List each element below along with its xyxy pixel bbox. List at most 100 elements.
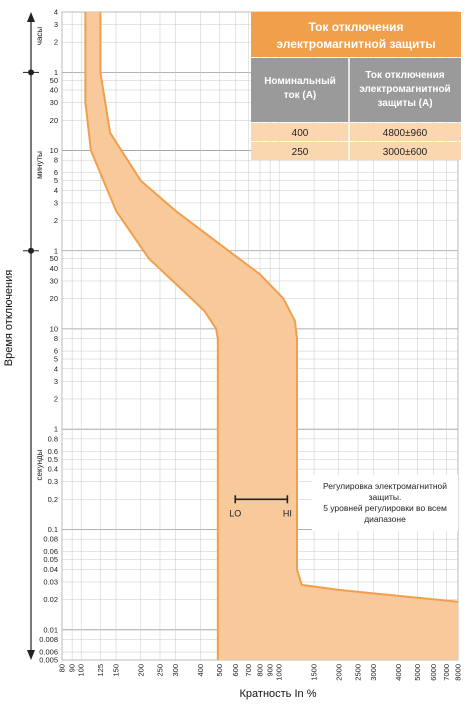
x-tick-label: 700 <box>244 664 253 677</box>
x-tick-label: 500 <box>215 664 224 677</box>
x-tick-label: 7000 <box>442 664 451 681</box>
y-tick-label: 0.1 <box>48 525 58 534</box>
x-tick-label: 400 <box>196 664 205 677</box>
y-tick-label: 0.006 <box>39 648 58 657</box>
y-tick-label: 30 <box>50 276 58 285</box>
y-tick-label: 10 <box>50 324 58 333</box>
y-tick-label: 0.2 <box>48 495 58 504</box>
lo-hi-range-marker <box>234 495 289 504</box>
y-tick-label: 4 <box>54 8 58 17</box>
x-tick-label: 200 <box>136 664 145 677</box>
col1-header-line-1: Номинальный <box>264 76 336 87</box>
table-header-bg <box>251 58 461 122</box>
y-tick-label: 0.3 <box>48 477 58 486</box>
x-tick-label: 2500 <box>353 664 362 681</box>
x-tick-label: 800 <box>256 664 265 677</box>
annotation-box <box>312 475 458 531</box>
col2-header-line-1: Ток отключения <box>365 70 444 81</box>
y-tick-label: 0.06 <box>43 547 58 556</box>
x-tick-label: 100 <box>77 664 86 677</box>
y-tick-label: 2 <box>54 394 58 403</box>
y-axis-title: Время отключения <box>3 270 15 366</box>
trip-band-fill <box>85 12 459 660</box>
y-tick-label: 50 <box>50 254 58 263</box>
y-axis: 432150403020108654321504030201086543210.… <box>23 8 58 665</box>
y-tick-label: 2 <box>54 216 58 225</box>
table-row-2-trip: 3000±600 <box>383 147 428 158</box>
table-title-line-2: электромагнитной защиты <box>276 37 435 51</box>
annotation-line-2: защиты. <box>369 492 402 502</box>
col2-header-line-2: электромагнитной <box>359 84 450 95</box>
table-row-1-bg <box>251 123 461 141</box>
y-tick-label: 6 <box>54 347 58 356</box>
y-tick-label: 2 <box>54 38 58 47</box>
table-title-line-1: Ток отключения <box>309 20 404 34</box>
y-tick-label: 3 <box>54 198 58 207</box>
x-tick-label: 300 <box>171 664 180 677</box>
x-tick-label: 8000 <box>454 664 463 681</box>
table-row-2-bg <box>251 142 461 160</box>
y-unit-label: секунды <box>35 449 44 480</box>
y-tick-label: 1 <box>54 425 58 434</box>
y-tick-label: 20 <box>50 116 58 125</box>
annotation-line-1: Регулировка электромагнитной <box>323 481 447 491</box>
x-tick-label: 900 <box>266 664 275 677</box>
y-tick-label: 0.4 <box>48 465 58 474</box>
y-tick-label: 0.8 <box>48 434 58 443</box>
y-tick-label: 5 <box>54 355 58 364</box>
lo-label: LO <box>229 508 241 518</box>
y-tick-label: 40 <box>50 264 58 273</box>
y-tick-label: 0.01 <box>43 625 58 634</box>
x-tick-label: 1000 <box>275 664 284 681</box>
table-row-1-rated: 400 <box>292 128 309 139</box>
y-tick-label: 30 <box>50 98 58 107</box>
y-axis-arrow-up <box>27 12 35 22</box>
x-tick-label: 5000 <box>413 664 422 681</box>
x-tick-label: 125 <box>96 664 105 677</box>
lower-bound-curve <box>84 12 219 660</box>
y-tick-label: 0.02 <box>43 595 58 604</box>
col1-header-line-2: ток (А) <box>284 90 317 101</box>
adjustment-annotation: Регулировка электромагнитной защиты. 5 у… <box>229 475 458 531</box>
y-tick-label: 0.008 <box>39 635 58 644</box>
x-tick-label: 1500 <box>310 664 319 681</box>
trip-current-table: Ток отключения электромагнитной защиты Н… <box>251 12 461 160</box>
y-tick-label: 20 <box>50 294 58 303</box>
x-tick-label: 6000 <box>429 664 438 681</box>
y-axis-unit-dot <box>28 69 34 76</box>
x-tick-label: 600 <box>231 664 240 677</box>
y-tick-label: 0.05 <box>43 555 58 564</box>
y-tick-label: 0.03 <box>43 577 58 586</box>
x-tick-label: 80 <box>58 664 67 672</box>
y-tick-label: 6 <box>54 168 58 177</box>
y-tick-label: 0.005 <box>39 656 58 665</box>
x-tick-label: 150 <box>112 664 121 677</box>
y-tick-label: 8 <box>54 156 58 165</box>
x-tick-label: 4000 <box>394 664 403 681</box>
y-tick-label: 0.5 <box>48 455 58 464</box>
y-tick-label: 1 <box>54 246 58 255</box>
y-tick-label: 0.04 <box>43 565 58 574</box>
annotation-line-3: 5 уровней регулировки во всем <box>323 503 447 513</box>
x-tick-label: 90 <box>68 664 77 672</box>
table-row-2-rated: 250 <box>292 147 309 158</box>
x-tick-label: 3000 <box>369 664 378 681</box>
hi-label: HI <box>283 508 292 518</box>
y-unit-label: минуты <box>35 151 44 179</box>
y-tick-label: 0.6 <box>48 447 58 456</box>
upper-bound-curve <box>99 12 459 603</box>
x-tick-label: 2000 <box>334 664 343 681</box>
x-axis: 80 90 100 125 150 200 250 300 400 500 600 700 800 900… <box>58 664 463 681</box>
y-tick-label: 3 <box>54 20 58 29</box>
y-tick-label: 4 <box>54 364 58 373</box>
y-unit-label: часы <box>35 27 44 46</box>
y-tick-label: 5 <box>54 176 58 185</box>
y-axis-arrow-down <box>27 650 35 660</box>
trip-band <box>84 12 459 660</box>
y-tick-label: 0.08 <box>43 535 58 544</box>
table-row-1-trip: 4800±960 <box>383 128 428 139</box>
x-axis-title: Кратность In % <box>240 688 317 700</box>
y-tick-label: 50 <box>50 76 58 85</box>
y-tick-label: 10 <box>50 146 58 155</box>
